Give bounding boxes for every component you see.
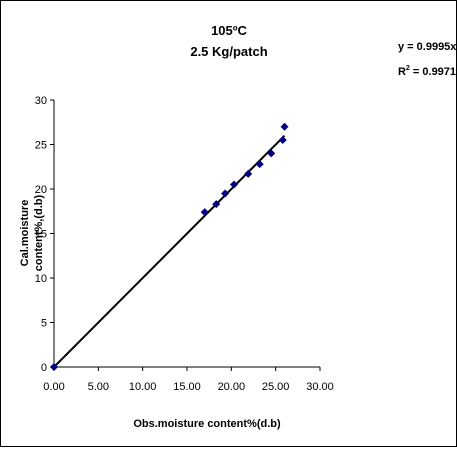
r-squared-prefix: R xyxy=(398,66,406,78)
x-tick-label: 5.00 xyxy=(88,381,109,393)
data-points xyxy=(50,122,289,371)
data-point xyxy=(50,363,58,371)
r-squared-label: R2 = 0.9971 xyxy=(398,65,456,78)
r-squared-value: = 0.9971 xyxy=(410,66,456,78)
x-tick-label: 0.00 xyxy=(43,381,64,393)
y-tick-label: 30 xyxy=(35,95,47,107)
y-ticks: 0 5 10 15 20 25 30 xyxy=(35,95,54,374)
x-tick-label: 10.00 xyxy=(129,381,157,393)
x-tick-label: 15.00 xyxy=(173,381,201,393)
data-point xyxy=(244,169,253,178)
x-tick-label: 30.00 xyxy=(306,381,334,393)
regression-equation: y = 0.9995x xyxy=(398,41,456,53)
x-tick-label: 25.00 xyxy=(262,381,290,393)
trendline-group xyxy=(53,135,286,368)
x-tick-label: 20.00 xyxy=(218,381,246,393)
chart-title-line1: 105ºC xyxy=(211,23,247,38)
data-point xyxy=(229,180,238,189)
data-point xyxy=(221,189,230,198)
y-tick-label: 10 xyxy=(35,273,47,285)
data-point xyxy=(212,200,221,209)
data-point xyxy=(255,160,264,169)
y-tick-label: 0 xyxy=(41,362,47,374)
y-axis-title: Cal.moisture content%,(d.b) xyxy=(19,194,45,271)
data-point xyxy=(280,122,289,131)
data-point xyxy=(200,208,209,217)
chart-title-line2: 2.5 Kg/patch xyxy=(190,44,267,59)
trendline xyxy=(53,135,286,368)
y-tick-label: 25 xyxy=(35,140,47,152)
data-point xyxy=(278,136,287,145)
y-tick-label: 5 xyxy=(41,318,47,330)
y-tick-label: 20 xyxy=(35,184,47,196)
y-axis-title-line2: content%,(d.b) xyxy=(33,194,45,271)
x-ticks: 0.00 5.00 10.00 15.00 20.00 25.00 30.00 xyxy=(43,367,334,393)
x-axis-title: Obs.moisture content%(d.b) xyxy=(133,418,281,430)
y-tick-label: 15 xyxy=(35,229,47,241)
r-squared-sup: 2 xyxy=(406,65,410,72)
y-axis-title-line1: Cal.moisture xyxy=(19,200,31,267)
data-point xyxy=(267,149,276,158)
